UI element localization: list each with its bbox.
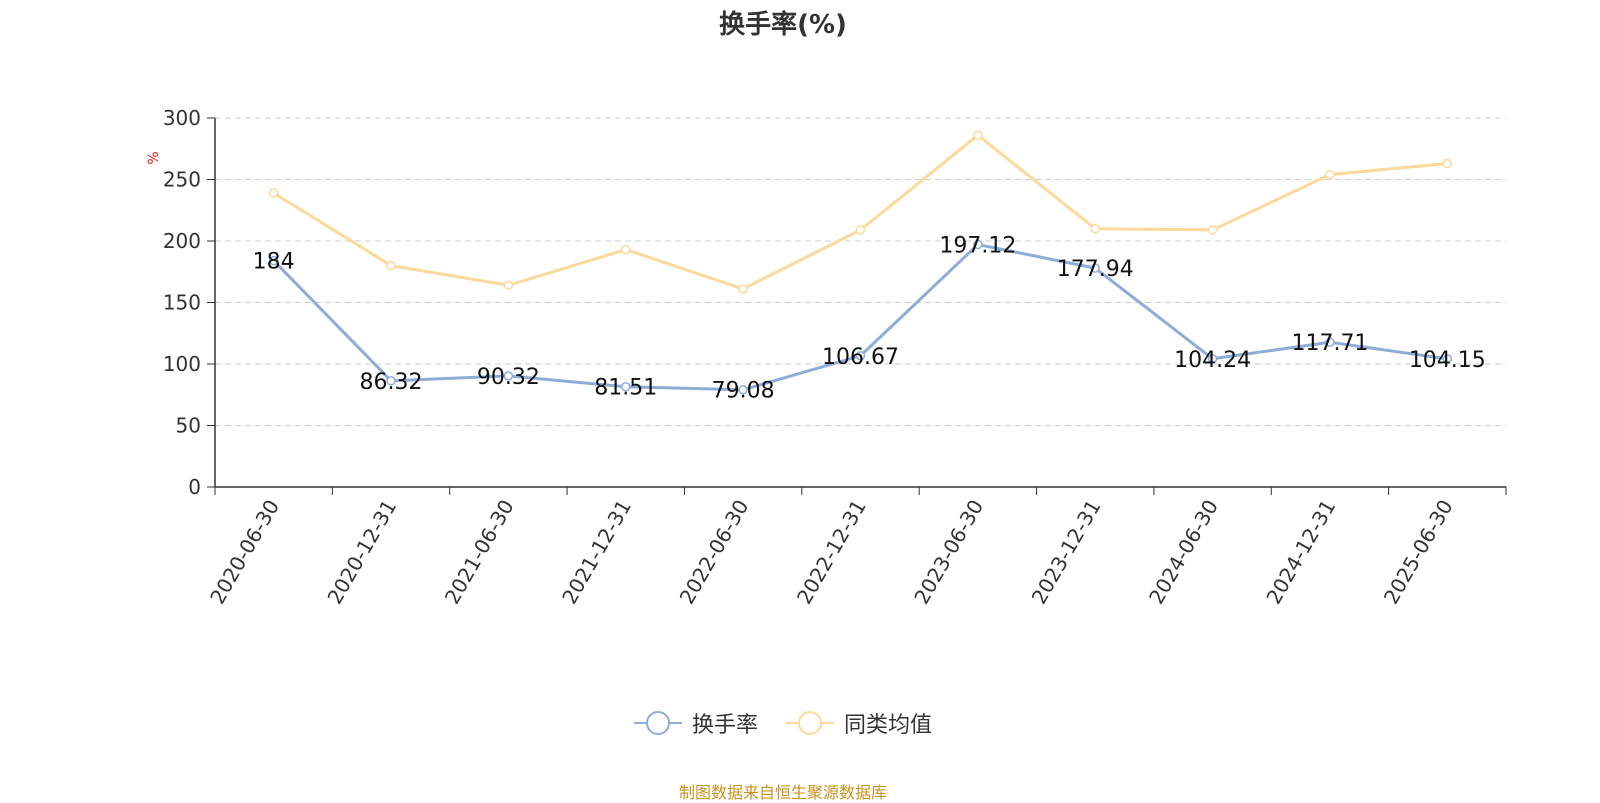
y-tick-label: 150 [163,291,201,315]
x-tick-label: 2020-12-31 [322,496,401,609]
x-tick-label: 2022-12-31 [792,496,871,609]
data-point-peer-average [1442,158,1453,169]
y-tick-label: 250 [163,168,201,192]
data-point-turnover [1090,263,1100,273]
x-tick-label: 2021-06-30 [440,496,519,609]
legend-label-peer-average: 同类均值 [844,713,933,738]
x-tick-label: 2025-06-30 [1379,496,1458,609]
legend-swatch-peer-average [786,711,834,735]
series-line-peer-average [272,133,1448,291]
data-point-peer-average [855,225,866,235]
data-point-turnover [268,255,279,266]
data-point-turnover [386,376,396,386]
data-point-turnover [503,371,514,381]
x-tick-label: 2024-12-31 [1261,496,1340,609]
data-point-peer-average [1207,225,1218,235]
data-point-turnover [1207,354,1218,364]
data-point-turnover [1325,337,1335,347]
data-label: 104.15 [1409,348,1486,373]
data-point-turnover [855,351,866,361]
y-tick-label: 200 [163,229,201,253]
data-label: 197.12 [939,234,1016,259]
legend-swatch-turnover [633,711,682,735]
y-axis-label: % [146,151,162,164]
data-point-peer-average [386,260,396,271]
data-point-turnover [738,384,748,395]
data-point-turnover [1442,354,1453,364]
data-point-peer-average [503,280,514,291]
data-point-peer-average [1090,223,1100,234]
data-point-peer-average [621,244,631,255]
data-label: 184 [253,250,295,275]
x-tick-label: 2023-06-30 [909,496,988,609]
x-tick-label: 2024-06-30 [1144,496,1223,609]
legend-label-turnover: 换手率 [691,713,758,738]
data-point-peer-average [1325,169,1335,180]
chart-title: 换手率(%) [719,10,847,40]
y-tick-label: 300 [163,106,201,130]
data-label: 106.67 [822,345,899,370]
data-label: 177.94 [1057,257,1134,282]
data-point-turnover [973,239,983,250]
data-point-peer-average [738,284,748,294]
data-point-peer-average [973,130,983,140]
x-tick-label: 2023-12-31 [1027,496,1106,609]
data-label: 90.32 [477,365,540,390]
data-label: 86.32 [360,370,423,395]
y-tick-label: 0 [188,475,201,499]
legend-item-turnover[interactable]: 换手率 [633,707,758,739]
data-point-peer-average [268,188,279,198]
y-tick-label: 50 [176,414,201,438]
x-tick-label: 2020-06-30 [205,496,284,609]
source-note: 制图数据来自恒生聚源数据库 [678,783,887,802]
data-label: 81.51 [594,376,657,401]
data-point-turnover [621,381,631,392]
legend: 换手率 同类均值 [0,707,1566,739]
y-tick-label: 100 [163,352,201,376]
data-label: 117.71 [1291,331,1368,356]
x-tick-label: 2022-06-30 [675,496,754,609]
legend-item-peer-average[interactable]: 同类均值 [786,707,932,739]
x-tick-label: 2021-12-31 [557,496,636,609]
data-label: 104.24 [1174,348,1251,373]
data-label: 79.08 [712,379,775,404]
